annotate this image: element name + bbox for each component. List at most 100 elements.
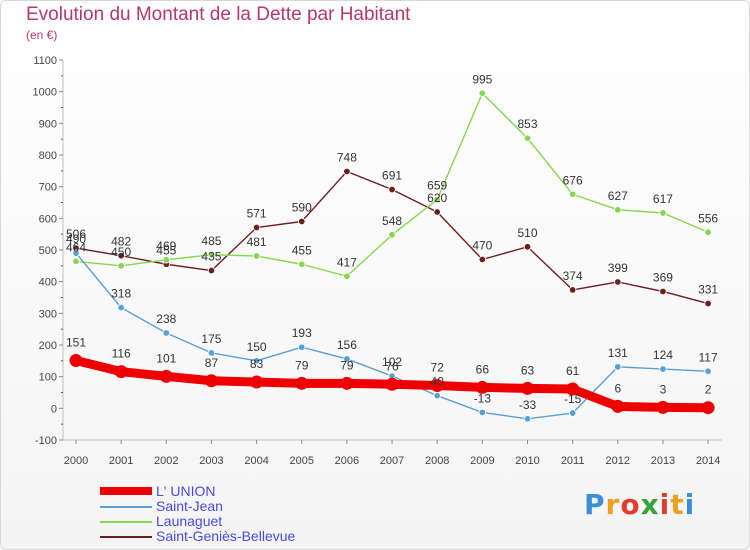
data-point-launaguet <box>568 190 577 198</box>
data-label-saint-jean: 102 <box>382 355 402 369</box>
data-label-l-union: 72 <box>431 361 445 375</box>
data-label-saint-jean: 131 <box>608 346 628 360</box>
data-label-saint-geni-s-bellevue: 435 <box>201 250 221 264</box>
data-label-saint-geni-s-bellevue: 331 <box>698 283 718 297</box>
data-label-l-union: 116 <box>112 347 131 361</box>
y-tick-label: 200 <box>39 340 57 352</box>
data-label-launaguet: 659 <box>427 179 447 193</box>
data-label-launaguet: 455 <box>292 243 312 257</box>
chart-unit-label: (en €) <box>26 28 58 42</box>
data-label-saint-jean: 318 <box>111 287 131 301</box>
y-tick-label: 900 <box>39 118 57 130</box>
data-point-l-union <box>114 365 128 379</box>
x-tick-label: 2000 <box>64 455 88 467</box>
y-tick-label: 1000 <box>33 87 57 99</box>
legend-label-saint-geni-s-bellevue: Saint-Geniès-Bellevue <box>156 528 296 544</box>
data-label-l-union: 79 <box>295 358 309 372</box>
x-tick-label: 2013 <box>651 455 675 467</box>
y-tick-label: 1100 <box>33 55 57 67</box>
x-tick-label: 2002 <box>154 455 178 467</box>
data-label-launaguet: 464 <box>66 240 86 254</box>
series-line-saint-jean <box>75 252 709 420</box>
x-tick-label: 2007 <box>380 455 404 467</box>
data-point-saint-jean <box>207 349 216 357</box>
data-point-l-union <box>521 381 534 395</box>
data-label-saint-geni-s-bellevue: 620 <box>427 191 447 205</box>
x-tick-label: 2009 <box>470 455 494 467</box>
data-point-launaguet <box>117 262 125 270</box>
data-point-saint-jean <box>433 391 441 400</box>
data-point-l-union <box>69 354 83 368</box>
data-point-l-union <box>250 375 264 389</box>
data-point-saint-geni-s-bellevue <box>659 287 667 296</box>
data-point-saint-geni-s-bellevue <box>478 255 487 264</box>
data-label-saint-jean: 40 <box>431 375 445 389</box>
data-point-launaguet <box>478 89 487 97</box>
legend-swatch-launaguet <box>100 521 152 523</box>
data-label-launaguet: 627 <box>608 189 628 203</box>
data-label-saint-jean: 175 <box>201 332 221 346</box>
data-point-launaguet <box>252 252 261 260</box>
legend-swatch-l-union <box>100 487 152 495</box>
data-point-saint-geni-s-bellevue <box>433 208 441 216</box>
data-point-saint-geni-s-bellevue <box>388 185 396 194</box>
data-label-saint-jean: 124 <box>653 348 673 362</box>
data-point-saint-jean <box>252 357 261 365</box>
data-point-l-union <box>475 380 489 394</box>
data-point-saint-jean <box>614 363 622 371</box>
x-tick-label: 2004 <box>244 455 268 467</box>
data-label-saint-jean: 238 <box>156 312 176 326</box>
data-point-saint-geni-s-bellevue <box>704 299 712 308</box>
data-point-saint-geni-s-bellevue <box>298 217 306 226</box>
data-label-l-union: 83 <box>250 357 264 371</box>
data-point-saint-jean <box>659 365 667 373</box>
data-point-saint-jean <box>568 409 577 417</box>
data-point-launaguet <box>207 251 216 259</box>
data-label-saint-jean: -15 <box>564 392 582 406</box>
y-tick-label: 300 <box>39 308 57 320</box>
logo-letter: i <box>684 488 696 521</box>
data-point-saint-geni-s-bellevue <box>117 251 125 260</box>
data-label-launaguet: 469 <box>156 239 176 253</box>
data-label-saint-jean: 490 <box>66 232 86 246</box>
y-tick-label: 400 <box>39 277 57 289</box>
logo-letter: o <box>620 488 641 521</box>
logo-letter: x <box>640 488 660 521</box>
logo-letter: t <box>670 488 685 521</box>
data-point-l-union <box>204 374 218 388</box>
data-label-launaguet: 548 <box>382 214 402 228</box>
data-point-launaguet <box>433 195 441 204</box>
legend-label-launaguet: Launaguet <box>156 513 223 529</box>
proxiti-logo: Proxiti <box>584 488 695 521</box>
data-point-l-union <box>656 400 670 414</box>
data-point-saint-jean <box>72 249 80 257</box>
data-point-l-union <box>340 376 354 390</box>
data-point-saint-jean <box>117 303 125 312</box>
data-label-l-union: 66 <box>476 362 490 376</box>
data-point-saint-jean <box>162 329 170 337</box>
data-point-launaguet <box>704 228 712 236</box>
data-label-l-union: 76 <box>385 359 399 373</box>
y-tick-label: 700 <box>39 182 57 194</box>
data-point-saint-geni-s-bellevue <box>343 167 351 176</box>
data-point-saint-geni-s-bellevue <box>614 278 622 286</box>
data-label-saint-geni-s-bellevue: 369 <box>653 270 673 284</box>
x-tick-label: 2010 <box>515 455 539 467</box>
data-label-saint-geni-s-bellevue: 470 <box>472 239 492 253</box>
logo-letter: P <box>584 488 606 521</box>
data-label-saint-geni-s-bellevue: 590 <box>292 201 312 215</box>
data-label-l-union: 3 <box>660 382 667 396</box>
data-label-launaguet: 417 <box>337 255 357 269</box>
y-tick-label: 600 <box>39 213 57 225</box>
data-label-launaguet: 617 <box>653 192 673 206</box>
data-label-l-union: 87 <box>205 356 219 370</box>
data-label-l-union: 61 <box>566 364 580 378</box>
data-label-saint-jean: -33 <box>519 398 537 412</box>
data-point-l-union <box>385 377 399 391</box>
data-label-launaguet: 485 <box>201 234 221 248</box>
data-point-saint-geni-s-bellevue <box>523 243 532 251</box>
data-point-saint-geni-s-bellevue <box>252 223 261 232</box>
data-label-l-union: 151 <box>66 336 86 350</box>
data-label-saint-jean: 156 <box>337 338 357 352</box>
